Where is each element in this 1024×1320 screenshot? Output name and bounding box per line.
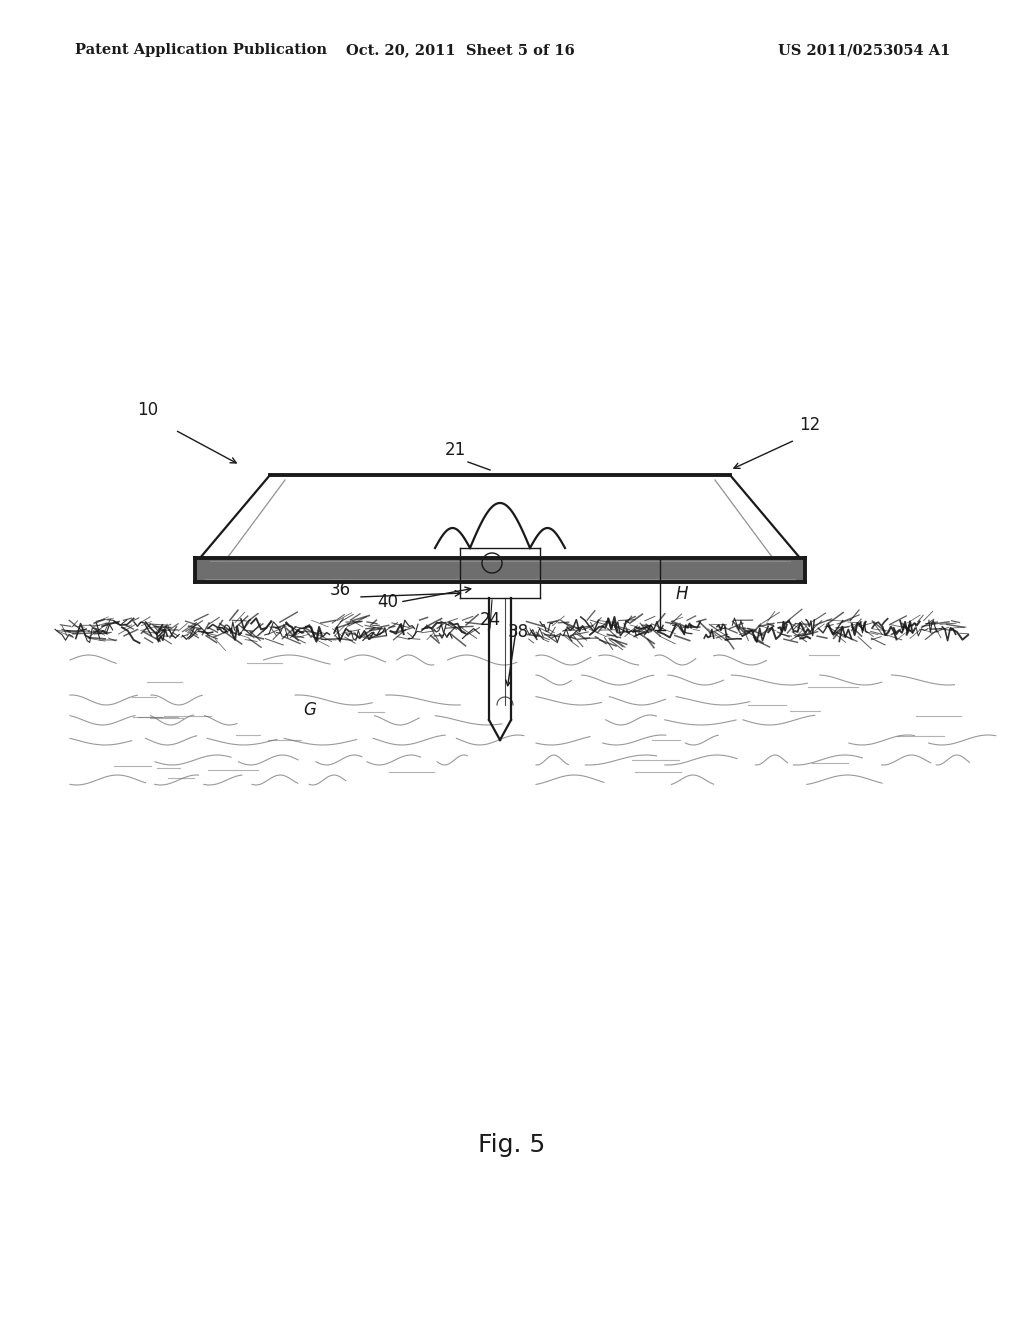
Text: G: G — [303, 701, 316, 719]
Text: Patent Application Publication: Patent Application Publication — [75, 44, 327, 57]
Text: 12: 12 — [800, 416, 820, 434]
Text: 10: 10 — [137, 401, 159, 418]
Text: 24: 24 — [479, 611, 501, 630]
Text: Fig. 5: Fig. 5 — [478, 1133, 546, 1158]
Text: US 2011/0253054 A1: US 2011/0253054 A1 — [777, 44, 950, 57]
Text: H: H — [676, 585, 688, 603]
Text: 36: 36 — [330, 581, 350, 599]
Text: 21: 21 — [444, 441, 466, 459]
Text: 38: 38 — [508, 623, 528, 642]
Text: 40: 40 — [378, 593, 398, 611]
Text: Oct. 20, 2011  Sheet 5 of 16: Oct. 20, 2011 Sheet 5 of 16 — [346, 44, 574, 57]
